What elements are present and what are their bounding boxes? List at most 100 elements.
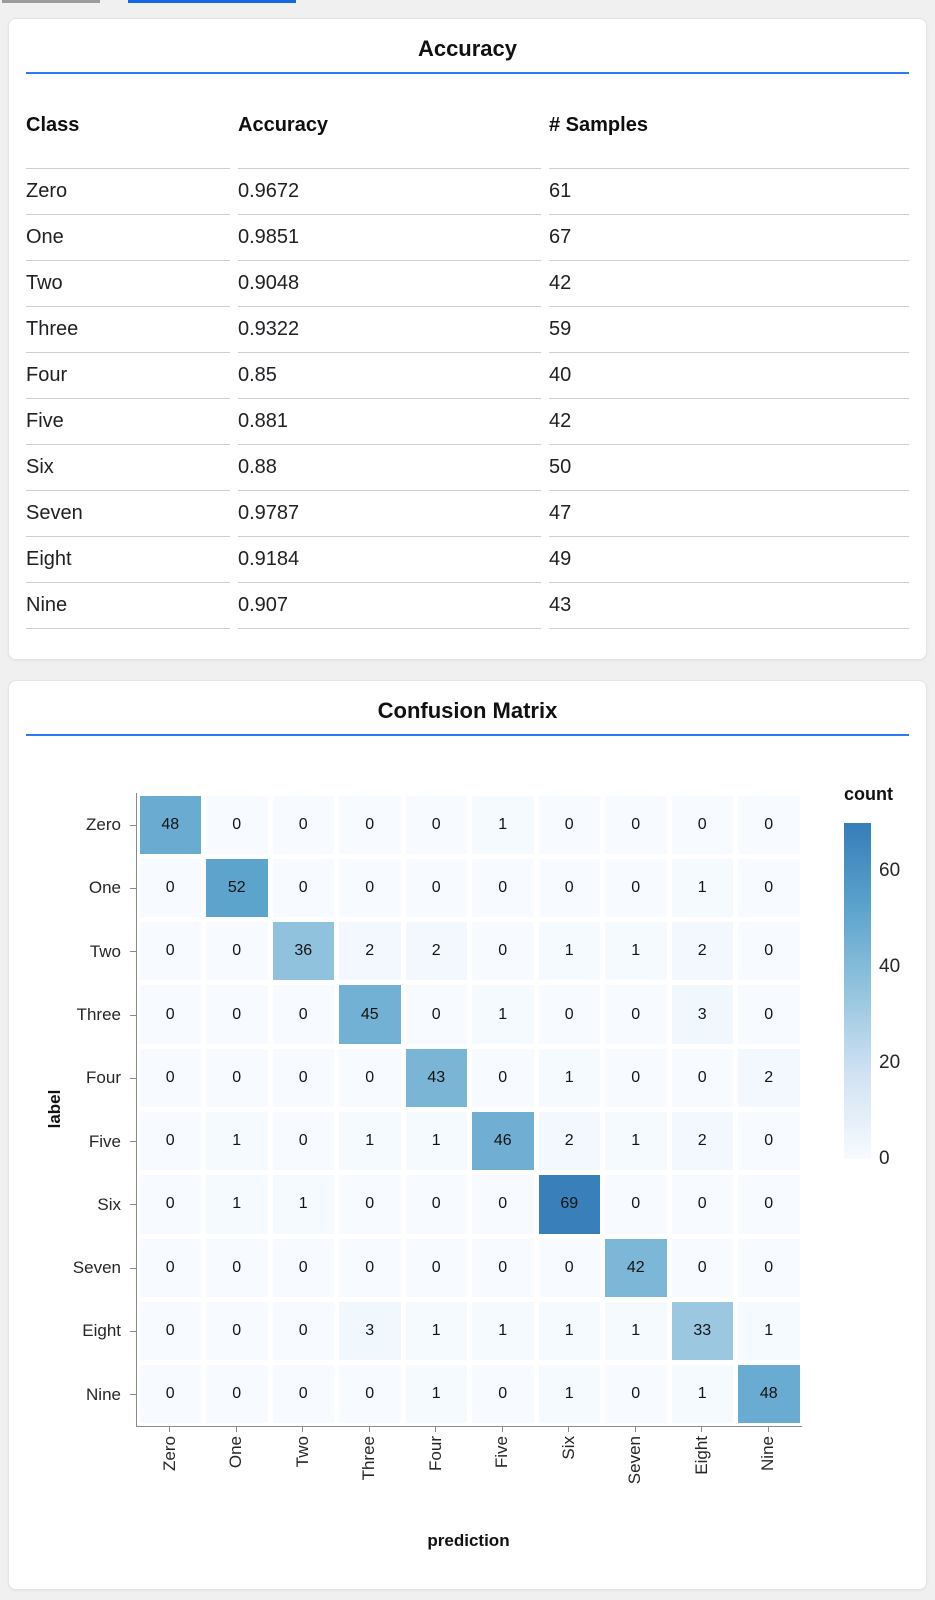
heatmap-cell-value: 0 bbox=[405, 985, 467, 1044]
x-tick-label-text: Four bbox=[425, 1436, 445, 1471]
x-tick-label: One bbox=[203, 1436, 270, 1536]
confusion-panel-title: Confusion Matrix bbox=[377, 698, 558, 723]
heatmap-cell-value: 1 bbox=[472, 795, 534, 854]
heatmap-cell: 0 bbox=[403, 856, 470, 919]
x-tick-label: Five bbox=[469, 1436, 536, 1536]
accuracy-cell: 0.88 bbox=[238, 445, 541, 491]
legend-tick-label: 40 bbox=[879, 956, 901, 977]
heatmap-grid: 48 0 0 0 0 1 0 0 0 0 0 52 0 0 0 0 0 0 1 0 0 0 36 2 2 0 1 1 2 0 0 0 0 45 0 1… bbox=[136, 793, 802, 1427]
heatmap-cell: 0 bbox=[736, 1109, 803, 1172]
y-tick-mark bbox=[130, 1394, 136, 1396]
heatmap-cell-value: 0 bbox=[272, 1301, 334, 1361]
heatmap-cell-value: 0 bbox=[339, 858, 401, 918]
heatmap-cell: 2 bbox=[337, 920, 404, 983]
heatmap-cell: 0 bbox=[603, 793, 670, 856]
heatmap-cell: 2 bbox=[669, 1109, 736, 1172]
heatmap-cell-value: 0 bbox=[605, 1048, 667, 1107]
heatmap-cell-value: 0 bbox=[405, 858, 467, 918]
heatmap-cell-value: 0 bbox=[738, 1175, 800, 1234]
heatmap-cell: 0 bbox=[270, 856, 337, 919]
heatmap-cell-value: 36 bbox=[272, 922, 334, 981]
heatmap-cell-value: 2 bbox=[671, 1111, 733, 1171]
heatmap-cell: 0 bbox=[603, 983, 670, 1046]
heatmap-cell-value: 0 bbox=[405, 795, 467, 854]
class-cell: Six bbox=[26, 445, 230, 491]
y-tick-mark bbox=[130, 1267, 136, 1269]
class-cell: Five bbox=[26, 399, 230, 445]
x-tick-mark bbox=[701, 1426, 703, 1432]
heatmap-cell-value: 0 bbox=[538, 1238, 600, 1297]
x-tick-label: Nine bbox=[735, 1436, 802, 1536]
heatmap-cell: 0 bbox=[736, 920, 803, 983]
heatmap-cell-value: 0 bbox=[206, 1048, 268, 1107]
x-tick-label-text: Seven bbox=[625, 1436, 645, 1485]
heatmap-cell-value: 48 bbox=[738, 1365, 800, 1424]
heatmap-cell-value: 0 bbox=[139, 1365, 201, 1424]
heatmap-cell: 0 bbox=[603, 1363, 670, 1426]
heatmap-cell-value: 0 bbox=[206, 1365, 268, 1424]
heatmap-cell-value: 69 bbox=[538, 1175, 600, 1234]
heatmap-cell: 0 bbox=[270, 793, 337, 856]
legend-tick-label: 0 bbox=[879, 1148, 890, 1169]
heatmap-cell: 2 bbox=[736, 1046, 803, 1109]
heatmap-cell-value: 0 bbox=[472, 1238, 534, 1297]
heatmap-cell: 1 bbox=[470, 793, 537, 856]
class-cell: Four bbox=[26, 353, 230, 399]
heatmap-cell-value: 33 bbox=[671, 1301, 733, 1361]
heatmap-cell: 1 bbox=[736, 1299, 803, 1362]
y-tick-mark bbox=[130, 1141, 136, 1143]
y-tick-label: Zero bbox=[86, 815, 121, 834]
heatmap-cell-value: 0 bbox=[139, 1238, 201, 1297]
heatmap-cell-value: 1 bbox=[538, 1301, 600, 1361]
heatmap-cell-value: 0 bbox=[671, 1175, 733, 1234]
heatmap-cell-value: 0 bbox=[206, 795, 268, 854]
confusion-matrix-chart: label 48 0 0 0 0 1 0 0 0 0 0 52 0 0 0 0 0 0 1 0 0 0 36 2 2 0 1 1 2 0 0… bbox=[9, 746, 926, 1586]
heatmap-cell: 0 bbox=[669, 793, 736, 856]
legend-title: count bbox=[844, 784, 893, 804]
heatmap-cell: 0 bbox=[137, 1109, 204, 1172]
heatmap-cell: 0 bbox=[137, 1236, 204, 1299]
table-row: Three 0.9322 59 bbox=[26, 307, 909, 353]
heatmap-cell-value: 2 bbox=[538, 1111, 600, 1171]
samples-cell: 59 bbox=[549, 307, 909, 353]
table-row: Six 0.88 50 bbox=[26, 445, 909, 491]
heatmap-cell: 1 bbox=[470, 1299, 537, 1362]
x-tick-mark bbox=[568, 1426, 570, 1432]
heatmap-cell: 46 bbox=[470, 1109, 537, 1172]
heatmap-cell: 45 bbox=[337, 983, 404, 1046]
heatmap-cell: 0 bbox=[669, 1236, 736, 1299]
heatmap-cell-value: 1 bbox=[472, 1301, 534, 1361]
class-cell: One bbox=[26, 215, 230, 261]
heatmap-cell-value: 1 bbox=[671, 1365, 733, 1424]
heatmap-cell: 0 bbox=[204, 983, 271, 1046]
accuracy-panel-title: Accuracy bbox=[417, 36, 518, 61]
heatmap-cell-value: 0 bbox=[139, 985, 201, 1044]
y-tick-label: Five bbox=[88, 1131, 121, 1151]
heatmap-cell: 2 bbox=[536, 1109, 603, 1172]
heatmap-cell: 48 bbox=[736, 1363, 803, 1426]
accuracy-panel: Accuracy Class Accuracy # Samples Zero 0.… bbox=[8, 18, 927, 660]
y-tick-label: Two bbox=[89, 941, 121, 961]
table-row: Two 0.9048 42 bbox=[26, 261, 909, 307]
samples-cell: 40 bbox=[549, 353, 909, 399]
table-row: Zero 0.9672 61 bbox=[26, 169, 909, 215]
heatmap-cell: 0 bbox=[337, 1173, 404, 1236]
heatmap-cell-value: 0 bbox=[472, 922, 534, 981]
heatmap-cell: 0 bbox=[736, 1173, 803, 1236]
x-tick-label: Zero bbox=[136, 1436, 203, 1536]
heatmap-cell-value: 0 bbox=[738, 985, 800, 1044]
accuracy-cell: 0.85 bbox=[238, 353, 541, 399]
heatmap-cell-value: 0 bbox=[272, 1365, 334, 1424]
heatmap-cell-value: 0 bbox=[206, 1301, 268, 1361]
heatmap-cell-value: 1 bbox=[472, 985, 534, 1044]
heatmap-cell-value: 3 bbox=[671, 985, 733, 1044]
accuracy-cell: 0.9672 bbox=[238, 169, 541, 215]
y-tick-label: Eight bbox=[82, 1321, 121, 1341]
x-tick-mark bbox=[435, 1426, 437, 1432]
heatmap-cell: 0 bbox=[337, 793, 404, 856]
accuracy-cell: 0.9322 bbox=[238, 307, 541, 353]
heatmap-cell-value: 0 bbox=[339, 1175, 401, 1234]
x-tick-label-text: Three bbox=[359, 1436, 379, 1481]
heatmap-cell-value: 0 bbox=[605, 1175, 667, 1234]
heatmap-cell: 0 bbox=[536, 1236, 603, 1299]
